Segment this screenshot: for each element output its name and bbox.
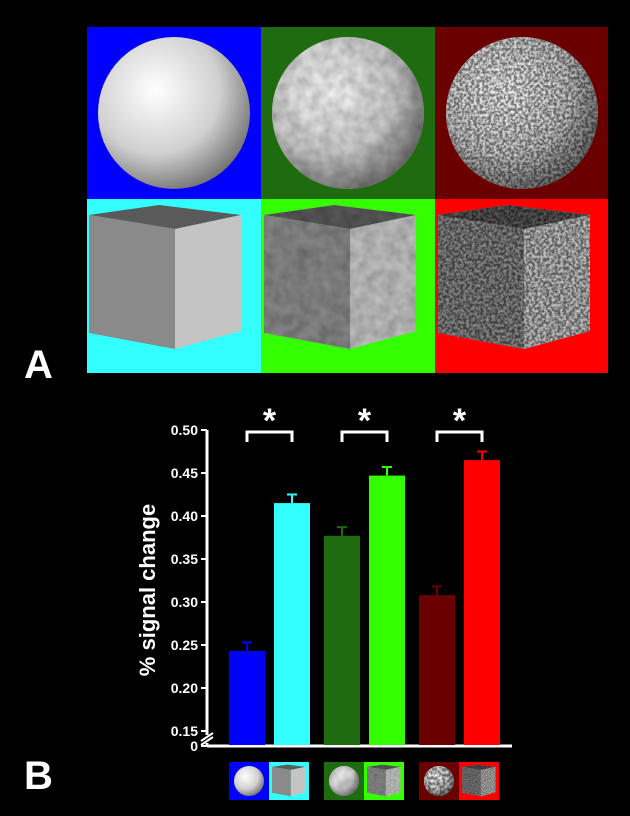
thumb-cube	[272, 764, 306, 797]
significance-bracket	[435, 430, 484, 442]
bar	[274, 503, 310, 745]
significance-bracket	[340, 430, 389, 442]
y-tick-label: 0.25	[171, 637, 198, 653]
y-tick-label: 0.50	[171, 422, 198, 438]
significance-marker: *	[358, 402, 372, 440]
smooth-sphere	[98, 37, 250, 189]
bumpy-sphere	[272, 37, 424, 189]
significance-marker: *	[453, 402, 467, 440]
bumpy-cube	[264, 205, 416, 349]
axis-break	[200, 732, 214, 742]
smooth-cube	[89, 205, 241, 349]
thumb-sphere	[329, 766, 359, 796]
bar	[464, 460, 500, 745]
y-tick-label: 0.45	[171, 465, 198, 481]
thumbnails	[229, 762, 499, 800]
significance-bracket	[245, 430, 294, 442]
y-tick-label: 0	[190, 738, 198, 754]
thumb-cube	[367, 764, 401, 797]
significance-marker: *	[263, 402, 277, 440]
y-tick-label: 0.30	[171, 594, 198, 610]
y-tick-label: 0.35	[171, 551, 198, 567]
axis-break	[200, 736, 214, 746]
panel-label: B	[24, 754, 53, 798]
thumb-sphere	[424, 766, 454, 796]
bar	[369, 475, 405, 745]
bar	[419, 595, 455, 745]
panel-a: A	[24, 27, 608, 387]
y-tick-label: 0.40	[171, 508, 198, 524]
grainy-sphere	[446, 37, 598, 189]
panel-label: A	[24, 343, 53, 387]
bar	[229, 651, 265, 745]
thumb-cube	[462, 764, 496, 797]
y-tick-label: 0.20	[171, 680, 198, 696]
thumb-sphere	[234, 766, 264, 796]
y-tick-label: 0.15	[171, 723, 198, 739]
grainy-cube	[438, 205, 590, 349]
y-axis-title: % signal change	[135, 504, 160, 676]
bar	[324, 535, 360, 745]
